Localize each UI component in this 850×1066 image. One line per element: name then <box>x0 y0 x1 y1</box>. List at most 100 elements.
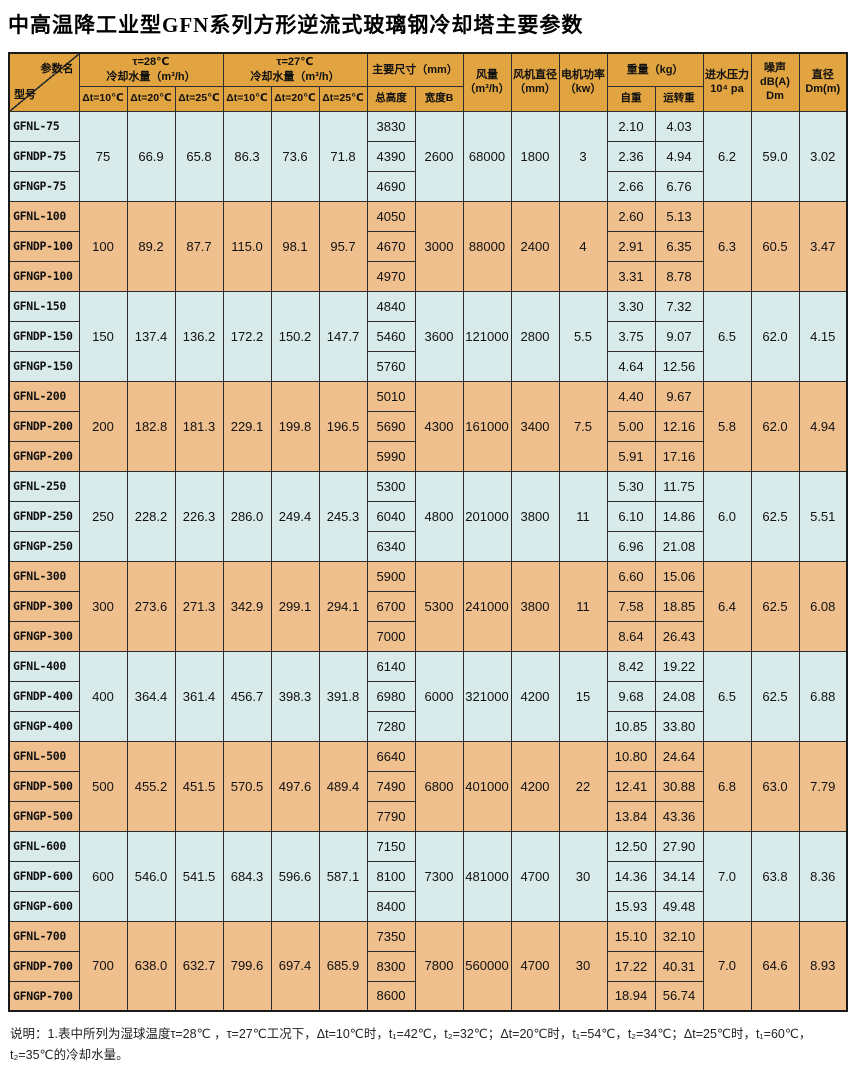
header-diameter: 直径 Dm(m) <box>798 52 848 112</box>
run-weight-cell: 11.75 <box>654 470 704 502</box>
model-cell: GFNGP-500 <box>8 800 80 832</box>
dead-weight-cell: 12.41 <box>606 770 656 802</box>
model-cell: GFNDP-300 <box>8 590 80 622</box>
total-height-cell: 7350 <box>366 920 416 952</box>
flow-tau27-cell: 172.2 <box>222 290 272 382</box>
run-weight-cell: 33.80 <box>654 710 704 742</box>
table-header: 参数名 型号 τ=28℃ 冷却水量（m³/h） τ=27℃ 冷却水量（m³/h）… <box>8 52 848 112</box>
flow-tau28-cell: 400 <box>78 650 128 742</box>
air-flow-cell: 201000 <box>462 470 512 562</box>
header-pressure: 进水压力 10⁴ pa <box>702 52 752 112</box>
run-weight-cell: 12.16 <box>654 410 704 442</box>
flow-tau27-cell: 150.2 <box>270 290 320 382</box>
table-row: GFNDP-100 4670 2.91 6.35 <box>8 230 847 262</box>
dead-weight-cell: 3.31 <box>606 260 656 292</box>
fan-dia-cell: 3400 <box>510 380 560 472</box>
header-width-b: 宽度B <box>414 85 464 112</box>
total-height-cell: 4840 <box>366 290 416 322</box>
flow-tau27-cell: 71.8 <box>318 110 368 202</box>
total-height-cell: 7490 <box>366 770 416 802</box>
header-fan-dia-line2: （mm） <box>514 83 556 96</box>
run-weight-cell: 40.31 <box>654 950 704 982</box>
header-tau28: τ=28℃ 冷却水量（m³/h） <box>78 52 224 87</box>
run-weight-cell: 9.07 <box>654 320 704 352</box>
flow-tau28-cell: 228.2 <box>126 470 176 562</box>
dead-weight-cell: 10.85 <box>606 710 656 742</box>
model-cell: GFNGP-700 <box>8 980 80 1012</box>
fan-dia-cell: 1800 <box>510 110 560 202</box>
fan-dia-cell: 2400 <box>510 200 560 292</box>
flow-tau27-cell: 685.9 <box>318 920 368 1012</box>
run-weight-cell: 34.14 <box>654 860 704 892</box>
table-row: GFNL-100 100 89.2 87.7 115.0 98.1 95.7 4050 3000… <box>8 200 848 292</box>
header-noise-line2: dB(A) Dm <box>760 76 790 103</box>
header-motor-power-line2: （kw） <box>564 83 602 96</box>
flow-tau28-cell: 451.5 <box>174 740 224 832</box>
total-height-cell: 6140 <box>366 650 416 682</box>
flow-tau27-cell: 98.1 <box>270 200 320 292</box>
dead-weight-cell: 9.68 <box>606 680 656 712</box>
dead-weight-cell: 2.66 <box>606 170 656 202</box>
flow-tau28-cell: 226.3 <box>174 470 224 562</box>
flow-tau28-cell: 546.0 <box>126 830 176 922</box>
total-height-cell: 6340 <box>366 530 416 562</box>
flow-tau27-cell: 299.1 <box>270 560 320 652</box>
run-weight-cell: 24.64 <box>654 740 704 772</box>
model-cell: GFNDP-250 <box>8 500 80 532</box>
header-tau27-line2: 冷却水量（m³/h） <box>250 70 340 83</box>
table-row: GFNL-700 700 638.0 632.7 799.6 697.4 685.9 7350… <box>8 920 848 1012</box>
model-cell: GFNGP-250 <box>8 530 80 562</box>
flow-tau28-cell: 364.4 <box>126 650 176 742</box>
corner-label-model: 型号 <box>14 89 36 102</box>
table-row: GFNGP-700 8600 18.94 56.74 <box>8 980 847 1012</box>
dead-weight-cell: 7.58 <box>606 590 656 622</box>
total-height-cell: 7150 <box>366 830 416 862</box>
noise-cell: 59.0 <box>750 110 800 202</box>
dead-weight-cell: 2.10 <box>606 110 656 142</box>
flow-tau27-cell: 799.6 <box>222 920 272 1012</box>
motor-power-cell: 5.5 <box>558 290 608 382</box>
header-tau28-line1: τ=28℃ <box>132 56 170 69</box>
run-weight-cell: 4.03 <box>654 110 704 142</box>
model-cell: GFNGP-200 <box>8 440 80 472</box>
dead-weight-cell: 13.84 <box>606 800 656 832</box>
run-weight-cell: 56.74 <box>654 980 704 1012</box>
flow-tau27-cell: 147.7 <box>318 290 368 382</box>
run-weight-cell: 19.22 <box>654 650 704 682</box>
motor-power-cell: 4 <box>558 200 608 292</box>
header-total-height: 总高度 <box>366 85 416 112</box>
table-body: GFNL-75 75 66.9 65.8 86.3 73.6 71.8 3830 2600 680… <box>8 110 848 1012</box>
flow-tau27-cell: 456.7 <box>222 650 272 742</box>
pressure-cell: 6.8 <box>702 740 752 832</box>
run-weight-cell: 26.43 <box>654 620 704 652</box>
fan-dia-cell: 4700 <box>510 920 560 1012</box>
model-cell: GFNGP-75 <box>8 170 80 202</box>
fan-dia-cell: 2800 <box>510 290 560 382</box>
total-height-cell: 4670 <box>366 230 416 262</box>
header-fan-dia: 风机直径 （mm） <box>510 52 560 112</box>
noise-cell: 64.6 <box>750 920 800 1012</box>
flow-tau28-cell: 89.2 <box>126 200 176 292</box>
air-flow-cell: 401000 <box>462 740 512 832</box>
run-weight-cell: 15.06 <box>654 560 704 592</box>
flow-tau27-cell: 86.3 <box>222 110 272 202</box>
pressure-cell: 6.5 <box>702 650 752 742</box>
model-cell: GFNL-700 <box>8 920 80 952</box>
table-row: GFNL-600 600 546.0 541.5 684.3 596.6 587.1 7150… <box>8 830 848 922</box>
motor-power-cell: 30 <box>558 920 608 1012</box>
table-row: GFNL-400 400 364.4 361.4 456.7 398.3 391.8 6140… <box>8 650 848 742</box>
table-row: GFNDP-150 5460 3.75 9.07 <box>8 320 847 352</box>
flow-tau27-cell: 294.1 <box>318 560 368 652</box>
width-b-cell: 6800 <box>414 740 464 832</box>
model-cell: GFNDP-100 <box>8 230 80 262</box>
motor-power-cell: 15 <box>558 650 608 742</box>
header-noise: 噪声 dB(A) Dm <box>750 52 800 112</box>
fan-dia-cell: 3800 <box>510 560 560 652</box>
table-row: GFNDP-700 8300 17.22 40.31 <box>8 950 847 982</box>
dead-weight-cell: 2.91 <box>606 230 656 262</box>
dead-weight-cell: 5.91 <box>606 440 656 472</box>
diameter-cell: 8.93 <box>798 920 848 1012</box>
motor-power-cell: 30 <box>558 830 608 922</box>
run-weight-cell: 6.35 <box>654 230 704 262</box>
flow-tau28-cell: 100 <box>78 200 128 292</box>
